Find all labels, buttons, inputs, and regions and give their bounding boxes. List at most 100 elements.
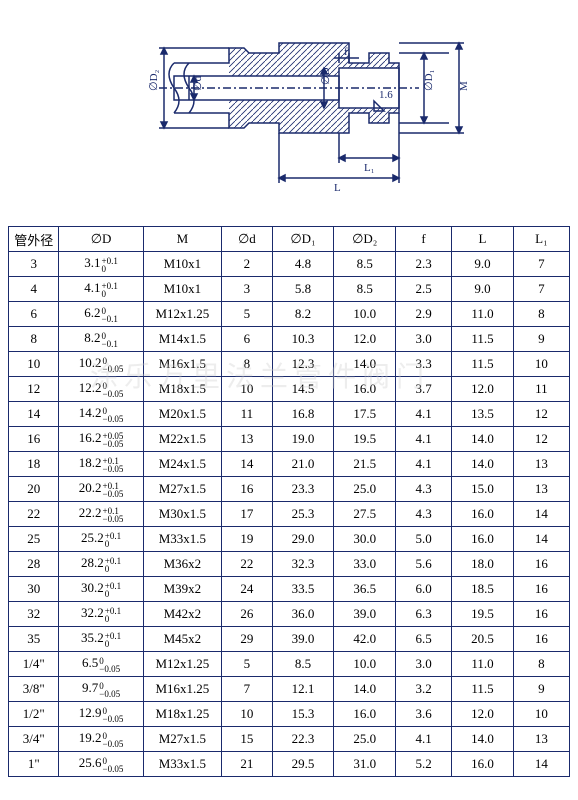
cell-M: M12x1.25 <box>143 652 222 677</box>
cell-od: 3 <box>9 252 59 277</box>
th-d: ∅d <box>222 227 272 252</box>
cell-f: 3.2 <box>396 677 452 702</box>
cell-L1: 7 <box>513 277 569 302</box>
cell-L: 11.5 <box>452 352 514 377</box>
cell-M: M39x2 <box>143 577 222 602</box>
cell-od: 1/4" <box>9 652 59 677</box>
cell-D1: 36.0 <box>272 602 334 627</box>
label-M: M <box>458 81 470 91</box>
cell-d: 6 <box>222 327 272 352</box>
table-row: 1/2"12.90−0.05M18x1.251015.316.03.612.01… <box>9 702 570 727</box>
cell-M: M18x1.5 <box>143 377 222 402</box>
table-row: 2020.2+0.1−0.05M27x1.51623.325.04.315.01… <box>9 477 570 502</box>
cell-f: 4.1 <box>396 452 452 477</box>
cell-L1: 12 <box>513 427 569 452</box>
cell-d: 5 <box>222 652 272 677</box>
cell-od: 12 <box>9 377 59 402</box>
cell-L1: 8 <box>513 302 569 327</box>
cell-f: 4.1 <box>396 727 452 752</box>
cell-L: 11.0 <box>452 652 514 677</box>
cell-D: 35.2+0.10 <box>59 627 143 652</box>
cell-L1: 13 <box>513 452 569 477</box>
th-D1: ∅D₁ <box>272 227 334 252</box>
cell-od: 35 <box>9 627 59 652</box>
cell-f: 6.5 <box>396 627 452 652</box>
cell-L1: 14 <box>513 752 569 777</box>
cell-f: 2.9 <box>396 302 452 327</box>
cell-f: 6.3 <box>396 602 452 627</box>
cell-f: 4.1 <box>396 402 452 427</box>
cell-D: 25.2+0.10 <box>59 527 143 552</box>
label-phiD1: ∅D₁ <box>423 69 435 91</box>
cell-L1: 8 <box>513 652 569 677</box>
cell-L: 11.5 <box>452 677 514 702</box>
cell-d: 29 <box>222 627 272 652</box>
table-row: 88.20−0.1M14x1.5610.312.03.011.59 <box>9 327 570 352</box>
cell-M: M33x1.5 <box>143 752 222 777</box>
cell-D2: 10.0 <box>334 652 396 677</box>
cell-d: 14 <box>222 452 272 477</box>
table-row: 1818.2+0.1−0.05M24x1.51421.021.54.114.01… <box>9 452 570 477</box>
cell-od: 14 <box>9 402 59 427</box>
cell-D1: 12.3 <box>272 352 334 377</box>
dimensions-table: 管外径 ∅D M ∅d ∅D₁ ∅D₂ f L L₁ 33.1+0.10M10x… <box>8 226 570 777</box>
cell-L: 18.0 <box>452 552 514 577</box>
table-row: 3/4"19.20−0.05M27x1.51522.325.04.114.013 <box>9 727 570 752</box>
cell-D1: 12.1 <box>272 677 334 702</box>
cell-D2: 12.0 <box>334 327 396 352</box>
cell-d: 10 <box>222 702 272 727</box>
th-od: 管外径 <box>9 227 59 252</box>
cell-D1: 29.0 <box>272 527 334 552</box>
cell-D2: 30.0 <box>334 527 396 552</box>
cell-L: 16.0 <box>452 752 514 777</box>
cell-f: 3.0 <box>396 652 452 677</box>
cell-L: 15.0 <box>452 477 514 502</box>
cell-D2: 36.5 <box>334 577 396 602</box>
technical-drawing: ∅D₂ ∅d ∅D f 1.6 L₁ L ∅D₁ M <box>8 8 570 218</box>
table-row: 2828.2+0.10M36x22232.333.05.618.016 <box>9 552 570 577</box>
cell-L: 18.5 <box>452 577 514 602</box>
cell-D2: 10.0 <box>334 302 396 327</box>
cell-od: 1" <box>9 752 59 777</box>
cell-d: 5 <box>222 302 272 327</box>
cell-M: M33x1.5 <box>143 527 222 552</box>
cell-D1: 25.3 <box>272 502 334 527</box>
cell-D1: 21.0 <box>272 452 334 477</box>
cell-L1: 9 <box>513 327 569 352</box>
cell-D2: 25.0 <box>334 477 396 502</box>
cell-d: 8 <box>222 352 272 377</box>
table-row: 1616.2+0.05−0.05M22x1.51319.019.54.114.0… <box>9 427 570 452</box>
cell-M: M14x1.5 <box>143 327 222 352</box>
cell-M: M12x1.25 <box>143 302 222 327</box>
cell-D1: 39.0 <box>272 627 334 652</box>
label-phid: ∅d <box>192 75 204 91</box>
cell-D1: 8.2 <box>272 302 334 327</box>
cell-od: 32 <box>9 602 59 627</box>
cell-od: 20 <box>9 477 59 502</box>
table-row: 3030.2+0.10M39x22433.536.56.018.516 <box>9 577 570 602</box>
cell-D1: 32.3 <box>272 552 334 577</box>
cell-f: 3.0 <box>396 327 452 352</box>
cell-L1: 14 <box>513 527 569 552</box>
cell-D: 28.2+0.10 <box>59 552 143 577</box>
label-ra: 1.6 <box>379 89 393 101</box>
cell-od: 8 <box>9 327 59 352</box>
cell-L: 14.0 <box>452 427 514 452</box>
cell-D: 22.2+0.1−0.05 <box>59 502 143 527</box>
cell-od: 3/8" <box>9 677 59 702</box>
cell-d: 2 <box>222 252 272 277</box>
cell-d: 3 <box>222 277 272 302</box>
cell-f: 2.3 <box>396 252 452 277</box>
table-row: 2525.2+0.10M33x1.51929.030.05.016.014 <box>9 527 570 552</box>
table-row: 2222.2+0.1−0.05M30x1.51725.327.54.316.01… <box>9 502 570 527</box>
th-f: f <box>396 227 452 252</box>
th-D2: ∅D₂ <box>334 227 396 252</box>
th-D: ∅D <box>59 227 143 252</box>
label-L: L <box>334 182 341 194</box>
cell-f: 2.5 <box>396 277 452 302</box>
th-L1: L₁ <box>513 227 569 252</box>
cell-D2: 27.5 <box>334 502 396 527</box>
cell-M: M45x2 <box>143 627 222 652</box>
table-row: 1/4"6.50−0.05M12x1.2558.510.03.011.08 <box>9 652 570 677</box>
cell-L1: 13 <box>513 727 569 752</box>
